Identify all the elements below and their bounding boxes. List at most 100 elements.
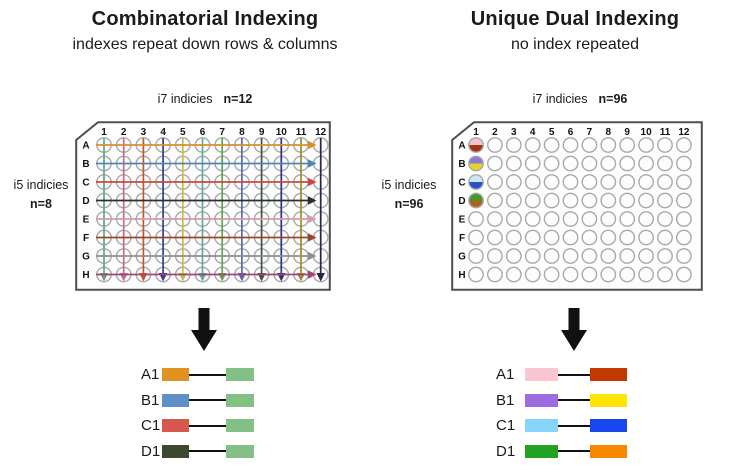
well [600, 155, 617, 172]
col-label: 8 [239, 127, 245, 138]
well [619, 229, 636, 246]
col-label: 6 [568, 127, 574, 138]
well [562, 248, 579, 264]
well [600, 192, 617, 209]
fragment-connector-line [558, 399, 590, 402]
col-label: 10 [276, 127, 288, 138]
well [543, 137, 560, 153]
row-label: E [83, 215, 90, 226]
well [487, 155, 503, 172]
row-arrowhead-icon [308, 270, 317, 279]
row-label: E [459, 215, 466, 226]
well [468, 266, 484, 283]
well [562, 211, 579, 227]
well [638, 229, 655, 246]
col-label: 4 [530, 127, 536, 138]
i5-count: n=8 [30, 197, 52, 212]
col-label: 6 [200, 127, 206, 138]
row-label: C [82, 178, 89, 189]
right-i5-label: i5 indicies n=96 [376, 176, 442, 215]
well [505, 155, 522, 172]
index-pair-row: B1 [496, 388, 627, 414]
well-bottom-half [468, 145, 484, 153]
well [505, 174, 522, 190]
well [562, 229, 579, 246]
well [675, 248, 692, 264]
fragment-connector-line [558, 450, 590, 453]
well-id-label: B1 [141, 391, 160, 409]
left-index-pair-legend: A1 B1 C1 D1 [141, 362, 254, 464]
col-label: 3 [141, 127, 147, 138]
well [487, 211, 503, 227]
well [543, 266, 560, 283]
well-id-label: B1 [496, 391, 515, 409]
well [657, 211, 673, 227]
well-bottom-half [468, 163, 484, 171]
well [468, 248, 484, 264]
row-label: A [458, 141, 465, 152]
index-pair-row: C1 [496, 413, 627, 439]
well [524, 229, 541, 246]
well [619, 155, 636, 172]
well-bottom-half [468, 200, 484, 208]
col-label: 7 [587, 127, 593, 138]
i5-indices-text: i5 indicies [13, 178, 69, 192]
col-label: 5 [549, 127, 555, 138]
col-label: 9 [259, 127, 265, 138]
well [638, 155, 655, 172]
down-arrow-icon [561, 308, 587, 351]
well [600, 248, 617, 264]
row-label: A [82, 141, 89, 152]
well [487, 248, 503, 264]
well [581, 155, 598, 172]
well [619, 211, 636, 227]
well-top-half [468, 156, 484, 164]
row-label: B [458, 159, 465, 170]
well-id-label: D1 [496, 442, 516, 460]
well [675, 155, 692, 172]
well [657, 137, 673, 153]
well-top-half [468, 137, 484, 145]
well [487, 192, 503, 209]
fragment-connector-line [189, 373, 226, 376]
i7-index-swatch [226, 393, 254, 407]
row-label: H [458, 270, 465, 281]
left-i7-label: i7 indicies n=12 [115, 92, 295, 106]
index-pair-row: B1 [141, 388, 254, 414]
row-arrowhead-icon [308, 140, 317, 150]
well [524, 248, 541, 264]
row-label: G [458, 252, 466, 263]
i5-indices-text: i5 indicies [381, 178, 437, 192]
well [505, 266, 522, 283]
well [619, 248, 636, 264]
row-arrowhead-icon [308, 177, 317, 187]
i5-index-swatch [525, 368, 558, 382]
well [487, 174, 503, 190]
i7-index-swatch [226, 419, 254, 433]
col-label: 10 [641, 127, 653, 138]
well [524, 137, 541, 153]
well [524, 211, 541, 227]
well [675, 137, 692, 153]
fragment-connector-line [189, 424, 226, 427]
i7-indices-text: i7 indicies [157, 92, 213, 106]
well [600, 211, 617, 227]
well [657, 192, 673, 209]
well-top-half [468, 193, 484, 201]
well [505, 229, 522, 246]
i5-index-swatch [525, 419, 558, 433]
index-pair-row: C1 [141, 413, 254, 439]
well [638, 266, 655, 283]
well [581, 192, 598, 209]
well [524, 174, 541, 190]
col-label: 12 [315, 127, 327, 138]
well [657, 266, 673, 283]
col-label: 2 [492, 127, 498, 138]
well [600, 229, 617, 246]
well [562, 137, 579, 153]
well [600, 266, 617, 283]
row-label: C [458, 178, 465, 189]
well [468, 137, 484, 153]
col-arrowhead-icon [316, 273, 325, 282]
